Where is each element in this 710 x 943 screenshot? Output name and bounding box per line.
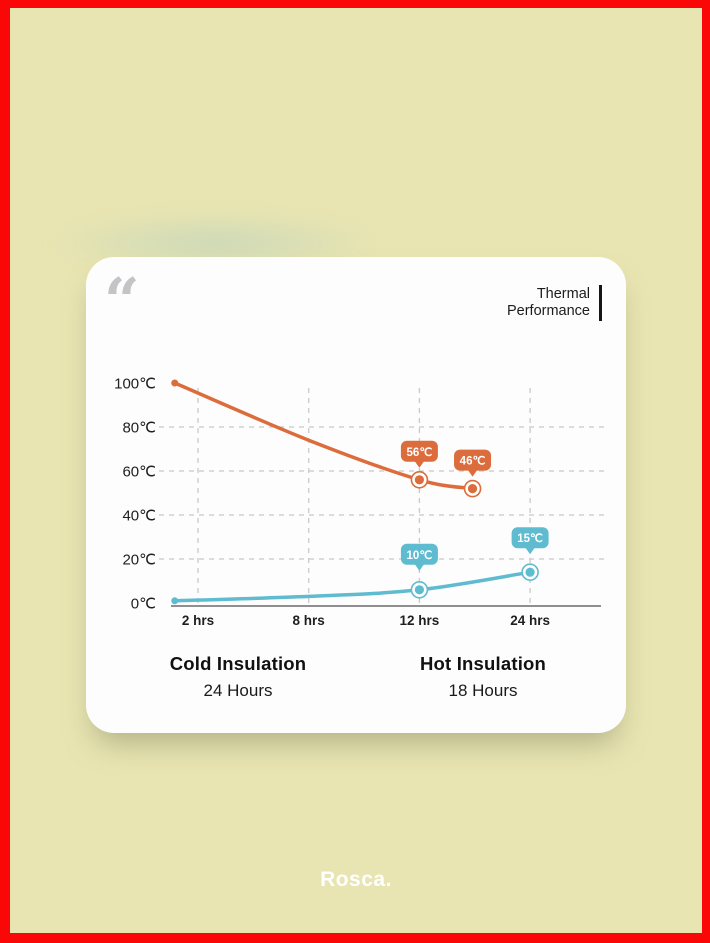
- hot-water-temperature-line: [173, 381, 475, 491]
- cold-water-temperature-start-dot: [171, 597, 179, 605]
- tooltip-value: 15℃: [517, 532, 543, 545]
- chart-card: “ Thermal Performance 2 hrs 8 hrs 12 hrs 24…: [86, 257, 626, 733]
- tooltip-pointer: [467, 469, 478, 477]
- title-accent-bar: [599, 285, 602, 321]
- cold-insulation-title: Cold Insulation: [169, 653, 307, 674]
- cold-water-temperature-line: [173, 570, 532, 603]
- card-title: Thermal Performance: [507, 285, 602, 321]
- cold-insulation-hours: 24 Hours: [203, 681, 273, 700]
- tooltip-bubble: [400, 543, 438, 565]
- y-tick-label: 60℃: [122, 464, 156, 481]
- cold-water-temperature-marker-dot: [525, 567, 535, 577]
- title-line2: Performance: [506, 303, 590, 319]
- chart-canvas: 2 hrs 8 hrs 12 hrs 24 hrs 0℃ 20℃ 40℃ 60℃ 80℃ 100℃…: [114, 376, 609, 628]
- x-tick-label: 8 hrs: [293, 613, 325, 628]
- hot-insulation-title: Hot Insulation: [419, 653, 547, 674]
- y-tick-label: 40℃: [122, 508, 156, 525]
- tooltip-bubble: [454, 449, 492, 471]
- hot-water-temperature-start-dot: [171, 379, 179, 387]
- x-tick-label: 2 hrs: [182, 613, 214, 628]
- hot-water-temperature-marker-dot: [414, 475, 424, 485]
- tooltip-bubble: [511, 527, 549, 549]
- tooltip-pointer: [414, 563, 425, 571]
- title-line1: Thermal: [536, 286, 590, 302]
- page-background: “ Thermal Performance 2 hrs 8 hrs 12 hrs 24…: [10, 8, 702, 933]
- hot-insulation-note: Hot Insulation 18 Hours: [373, 653, 593, 701]
- y-tick-label: 80℃: [122, 420, 156, 437]
- tooltip-value: 56℃: [407, 446, 433, 459]
- x-tick-label: 24 hrs: [510, 613, 550, 628]
- hot-insulation-hours: 18 Hours: [448, 681, 518, 700]
- y-tick-label: 100℃: [114, 376, 156, 393]
- tooltip-value: 46℃: [460, 455, 486, 468]
- y-tick-label: 0℃: [131, 596, 156, 613]
- tooltip-pointer: [414, 460, 425, 468]
- tooltip-bubble: [400, 440, 438, 462]
- brand-logo: Rosca.: [320, 868, 392, 891]
- x-tick-label: 12 hrs: [400, 613, 440, 628]
- tooltip-pointer: [525, 547, 536, 555]
- cold-water-temperature-marker-dot: [414, 585, 424, 595]
- y-tick-label: 20℃: [122, 552, 156, 569]
- cold-insulation-note: Cold Insulation 24 Hours: [128, 653, 348, 701]
- tooltip-value: 10℃: [407, 549, 433, 562]
- quote-icon: “: [104, 264, 140, 329]
- hot-water-temperature-marker-dot: [467, 484, 478, 494]
